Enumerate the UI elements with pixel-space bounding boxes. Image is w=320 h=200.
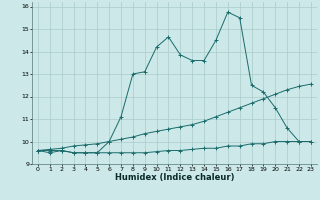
X-axis label: Humidex (Indice chaleur): Humidex (Indice chaleur) bbox=[115, 173, 234, 182]
